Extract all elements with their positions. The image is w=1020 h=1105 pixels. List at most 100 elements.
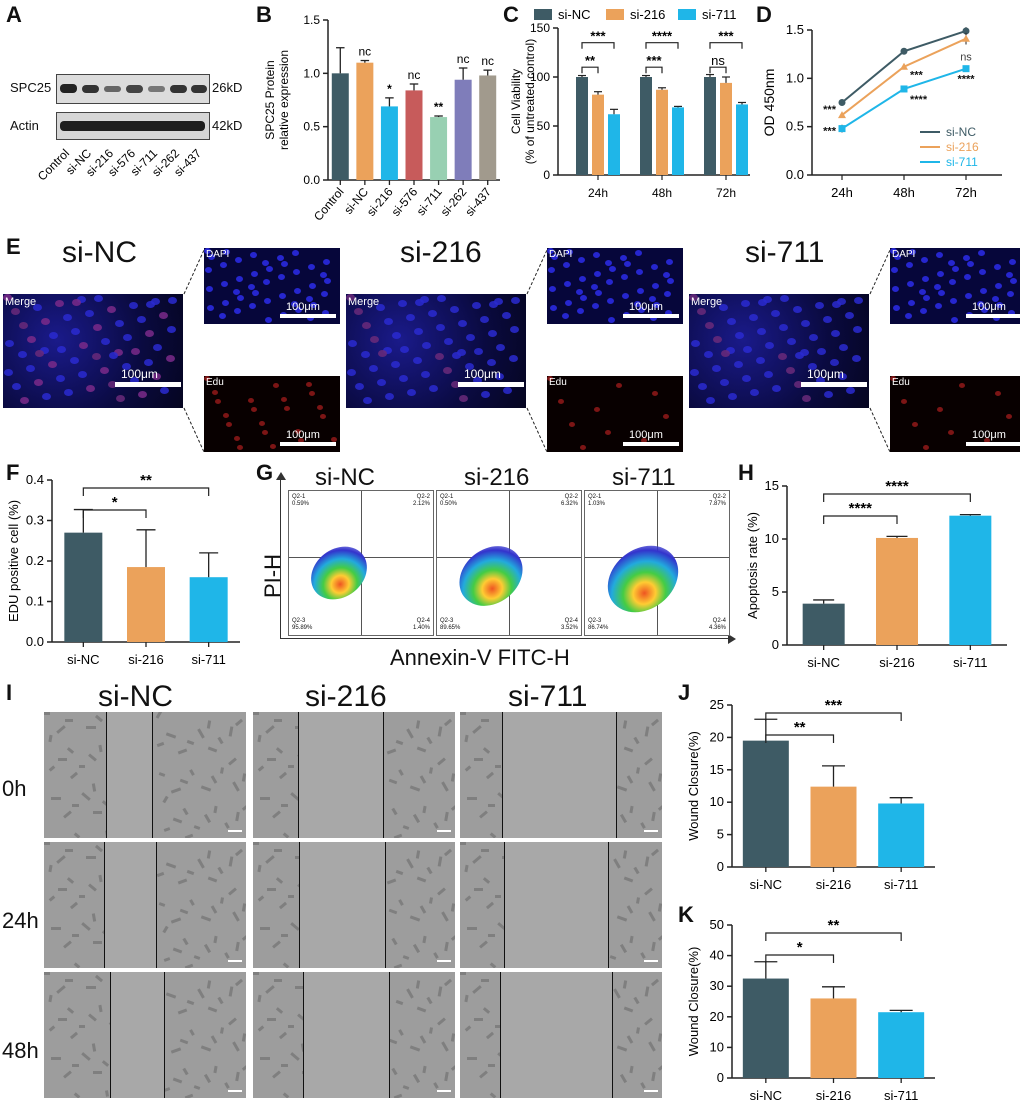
y-tick-label: 0 xyxy=(772,637,779,652)
series-line xyxy=(841,67,967,130)
dapi-label: DAPI xyxy=(549,249,573,260)
scale-bar xyxy=(437,1090,451,1092)
x-tick-label: si-576 xyxy=(389,185,421,219)
bar xyxy=(64,532,103,642)
x-tick-label: si-216 xyxy=(816,1088,851,1103)
dapi-label: DAPI xyxy=(892,249,916,260)
band-size-actin: 42kD xyxy=(212,118,243,133)
y-tick-label: 10 xyxy=(710,794,724,809)
significance-bracket xyxy=(82,487,210,496)
x-tick-label: si-216 xyxy=(364,185,396,219)
data-point xyxy=(900,47,908,55)
flow-x-axis-arrow xyxy=(280,638,732,639)
y-tick-label: 25 xyxy=(710,697,724,712)
zoom-connector xyxy=(183,249,205,453)
y-axis-label: Wound Closure(%) xyxy=(686,731,701,841)
wound-healing-panel: si-NC si-216 si-711 0h 24h 48h xyxy=(0,680,680,1105)
legend-label: si-216 xyxy=(946,140,979,154)
panel-letter-h: H xyxy=(738,460,754,485)
edu-image: Edu 100μm xyxy=(547,376,683,452)
chart-f: 0.00.10.20.30.4si-NC si-216 si-711***EDU p… xyxy=(6,472,240,667)
significance-label: ** xyxy=(828,917,840,934)
significance-label: *** xyxy=(910,70,924,82)
x-tick-label: si-711 xyxy=(191,652,225,667)
quadrant-label: Q2-2 2.12% xyxy=(412,494,430,507)
bar xyxy=(704,77,716,175)
significance-bracket xyxy=(823,515,898,524)
scale-bar xyxy=(966,314,1020,318)
edu-fluorescence-panel: si-NC si-216 si-711 xyxy=(0,230,1020,458)
significance-bracket xyxy=(645,42,679,49)
zoom-connector xyxy=(526,249,548,453)
merge-image: Merge 100μm xyxy=(689,294,869,408)
legend-swatch xyxy=(534,9,552,20)
y-tick-label: 0.4 xyxy=(26,472,44,487)
y-axis-label: Wound Closure(%) xyxy=(686,947,701,1057)
dapi-image: DAPI 100μm xyxy=(547,248,683,324)
panel-letter-a: A xyxy=(6,2,22,27)
bar xyxy=(127,567,165,642)
merge-image: Merge 100μm xyxy=(3,294,183,408)
y-tick-label: 10 xyxy=(710,1039,724,1054)
bar xyxy=(802,603,845,645)
bar xyxy=(720,82,732,175)
significance-label: *** xyxy=(825,697,843,714)
band xyxy=(170,85,187,93)
scale-bar xyxy=(458,382,524,387)
band xyxy=(82,85,99,93)
x-tick-label: si-711 xyxy=(953,655,987,670)
quadrant-label: Q2-1 0.50% xyxy=(440,494,458,507)
chart-b: 0.00.51.01.5Controlsi-NCncsi-216*si-576n… xyxy=(263,13,500,224)
dapi-image: DAPI 100μm xyxy=(204,248,340,324)
significance-label: **** xyxy=(957,74,975,86)
significance-bracket xyxy=(765,712,902,721)
flow-cytometry-panel: PI-H Annexin-V FITC-H si-NC si-216 si-71… xyxy=(250,460,740,680)
significance-label: * xyxy=(797,939,803,956)
x-tick-label: 48h xyxy=(652,186,672,200)
y-tick-label: 0 xyxy=(543,168,550,182)
scale-label: 100μm xyxy=(972,429,1006,441)
significance-label: nc xyxy=(359,45,372,59)
bar xyxy=(672,107,684,175)
quadrant-label: Q2-3 95.89% xyxy=(292,618,313,631)
edu-image: Edu 100μm xyxy=(204,376,340,452)
significance-bracket xyxy=(581,42,615,49)
y-tick-label: 150 xyxy=(530,21,550,35)
significance-bracket xyxy=(823,493,971,502)
panel-letter-d: D xyxy=(756,2,772,27)
significance-label: ** xyxy=(585,53,596,68)
dapi-image: DAPI 100μm xyxy=(890,248,1020,324)
scale-label: 100μm xyxy=(286,301,320,313)
group-title: si-216 xyxy=(400,236,482,269)
panel-letter-c: C xyxy=(503,2,519,27)
merge-label: Merge xyxy=(691,296,723,308)
column-title: si-216 xyxy=(305,680,387,713)
x-tick-label: si-NC xyxy=(67,652,100,667)
panel-letter-e: E xyxy=(6,234,21,259)
y-tick-label: 0.3 xyxy=(26,513,44,528)
x-tick-label: si-216 xyxy=(879,655,914,670)
lane-labels: Control si-NC si-216 si-576 si-711 si-26… xyxy=(35,146,204,183)
scale-label: 100μm xyxy=(972,301,1006,313)
x-tick-label: 48h xyxy=(893,185,915,200)
group-title: si-NC xyxy=(62,236,137,269)
flow-plot: Q2-1 1.03% Q2-2 7.87% Q2-3 86.74% Q2-4 4.36% xyxy=(584,490,730,636)
bar xyxy=(810,786,857,867)
y-tick-label: 0.0 xyxy=(303,173,320,187)
significance-bracket xyxy=(645,66,663,74)
wound-image xyxy=(44,842,246,968)
scale-bar xyxy=(966,442,1020,446)
x-tick-label: si-NC xyxy=(750,1088,783,1103)
edu-label: Edu xyxy=(206,377,224,388)
legend-label: si-NC xyxy=(558,7,591,22)
panel-letter-j: J xyxy=(678,680,691,705)
wound-image xyxy=(460,972,662,1098)
scale-bar xyxy=(623,314,679,318)
significance-bracket xyxy=(709,66,727,74)
band xyxy=(60,121,205,131)
significance-bracket xyxy=(765,954,835,963)
x-tick-label: 72h xyxy=(716,186,736,200)
y-tick-label: 0.0 xyxy=(786,167,804,182)
y-tick-label: 50 xyxy=(537,119,551,133)
